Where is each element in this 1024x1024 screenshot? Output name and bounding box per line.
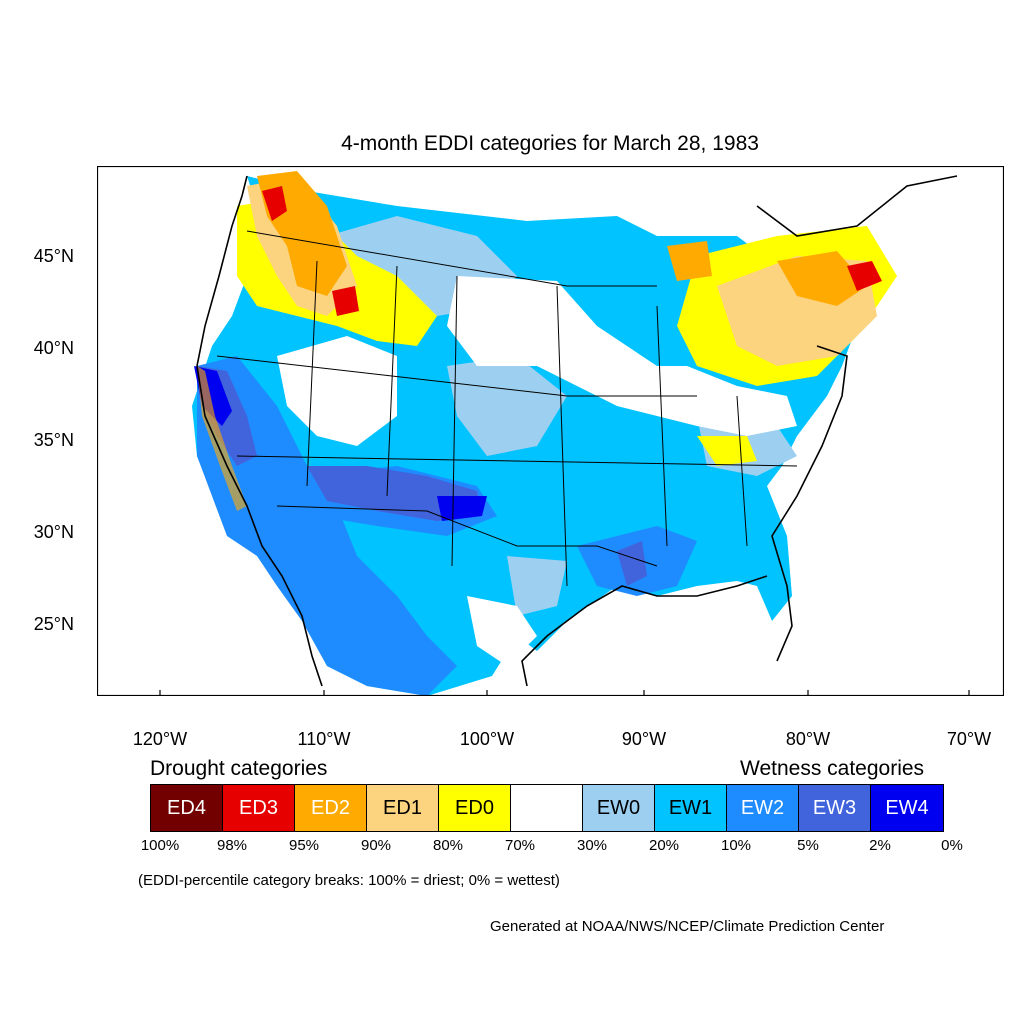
lon-label-110: 110°W (297, 729, 351, 749)
normal-midwest (447, 276, 797, 436)
legend-label-ed0: ED0 (455, 796, 494, 819)
ew3-gulf (617, 541, 647, 586)
legend-cat-ed3: ED3 (223, 785, 295, 831)
break-20: 20% (648, 837, 680, 854)
break-95: 95% (288, 837, 320, 854)
state-borders (216, 230, 798, 587)
legend-label-ed1: ED1 (383, 796, 422, 819)
category-note: (EDDI-percentile category breaks: 100% =… (138, 872, 560, 889)
break-30: 30% (576, 837, 608, 854)
ed3-northeast (847, 261, 882, 291)
legend-cat-normal (511, 785, 583, 831)
ew3-southwest (307, 466, 482, 521)
lon-label-100: 100°W (459, 729, 515, 749)
legend-cat-ew0: EW0 (583, 785, 655, 831)
legend-label-ew4: EW4 (885, 796, 929, 819)
legend-cat-ed0: ED0 (439, 785, 511, 831)
tick-marks (159, 690, 970, 696)
coastlines (196, 175, 958, 687)
normal-west (277, 336, 397, 446)
break-2: 2% (869, 837, 891, 854)
wetness-heading: Wetness categories (740, 757, 925, 780)
break-0: 0% (941, 837, 963, 854)
break-80: 80% (432, 837, 464, 854)
ed2-northeast (777, 251, 867, 306)
normal-texas (467, 596, 537, 666)
legend-cat-ed1: ED1 (367, 785, 439, 831)
legend-colorbar: ED4 ED3 ED2 ED1 ED0 EW0 EW1 EW2 EW3 EW4 (150, 784, 944, 832)
legend-label-ed2: ED2 (311, 796, 350, 819)
legend-cat-ed2: ED2 (295, 785, 367, 831)
ew0-south (507, 556, 567, 616)
break-5: 5% (797, 837, 819, 854)
lon-label-120: 120°W (132, 729, 188, 749)
legend-cat-ew4: EW4 (871, 785, 943, 831)
legend-label-ew0: EW0 (596, 796, 641, 819)
ed0-ohio (697, 436, 757, 466)
map-title: 4-month EDDI categories for March 28, 19… (341, 132, 759, 155)
legend-cat-ew3: EW3 (799, 785, 871, 831)
legend-label-ed4: ED4 (167, 796, 206, 819)
legend-cat-ew2: EW2 (727, 785, 799, 831)
ed2-ontario (667, 241, 712, 281)
legend-label-ew3: EW3 (812, 796, 857, 819)
legend-label-ew1: EW1 (668, 796, 713, 819)
lat-label-30: 30°N (33, 522, 74, 542)
map-border (97, 166, 1004, 696)
ed3-northwest-b (332, 286, 359, 316)
credit-line: Generated at NOAA/NWS/NCEP/Climate Predi… (490, 918, 885, 935)
legend-label-ed3: ED3 (239, 796, 278, 819)
break-70: 70% (504, 837, 536, 854)
ew2-west (197, 356, 457, 696)
lat-label-35: 35°N (33, 430, 74, 450)
break-98: 98% (216, 837, 248, 854)
ew4-southwest (437, 496, 487, 521)
legend-cat-ed4: ED4 (151, 785, 223, 831)
ed3-northwest-a (262, 186, 287, 221)
lon-label-90: 90°W (621, 729, 667, 749)
lat-label-40: 40°N (33, 338, 74, 358)
lat-label-25: 25°N (33, 614, 74, 634)
lon-label-70: 70°W (946, 729, 992, 749)
legend-cat-ew1: EW1 (655, 785, 727, 831)
lon-label-80: 80°W (785, 729, 831, 749)
eddi-map (97, 166, 1004, 696)
ew0-plains (447, 356, 567, 456)
coast-fringe (197, 366, 247, 511)
lat-label-45: 45°N (33, 246, 74, 266)
break-100: 100% (140, 837, 180, 854)
legend-label-ew2: EW2 (740, 796, 785, 819)
map-panel (97, 166, 1004, 696)
break-90: 90% (360, 837, 392, 854)
drought-heading: Drought categories (150, 757, 328, 780)
break-10: 10% (720, 837, 752, 854)
